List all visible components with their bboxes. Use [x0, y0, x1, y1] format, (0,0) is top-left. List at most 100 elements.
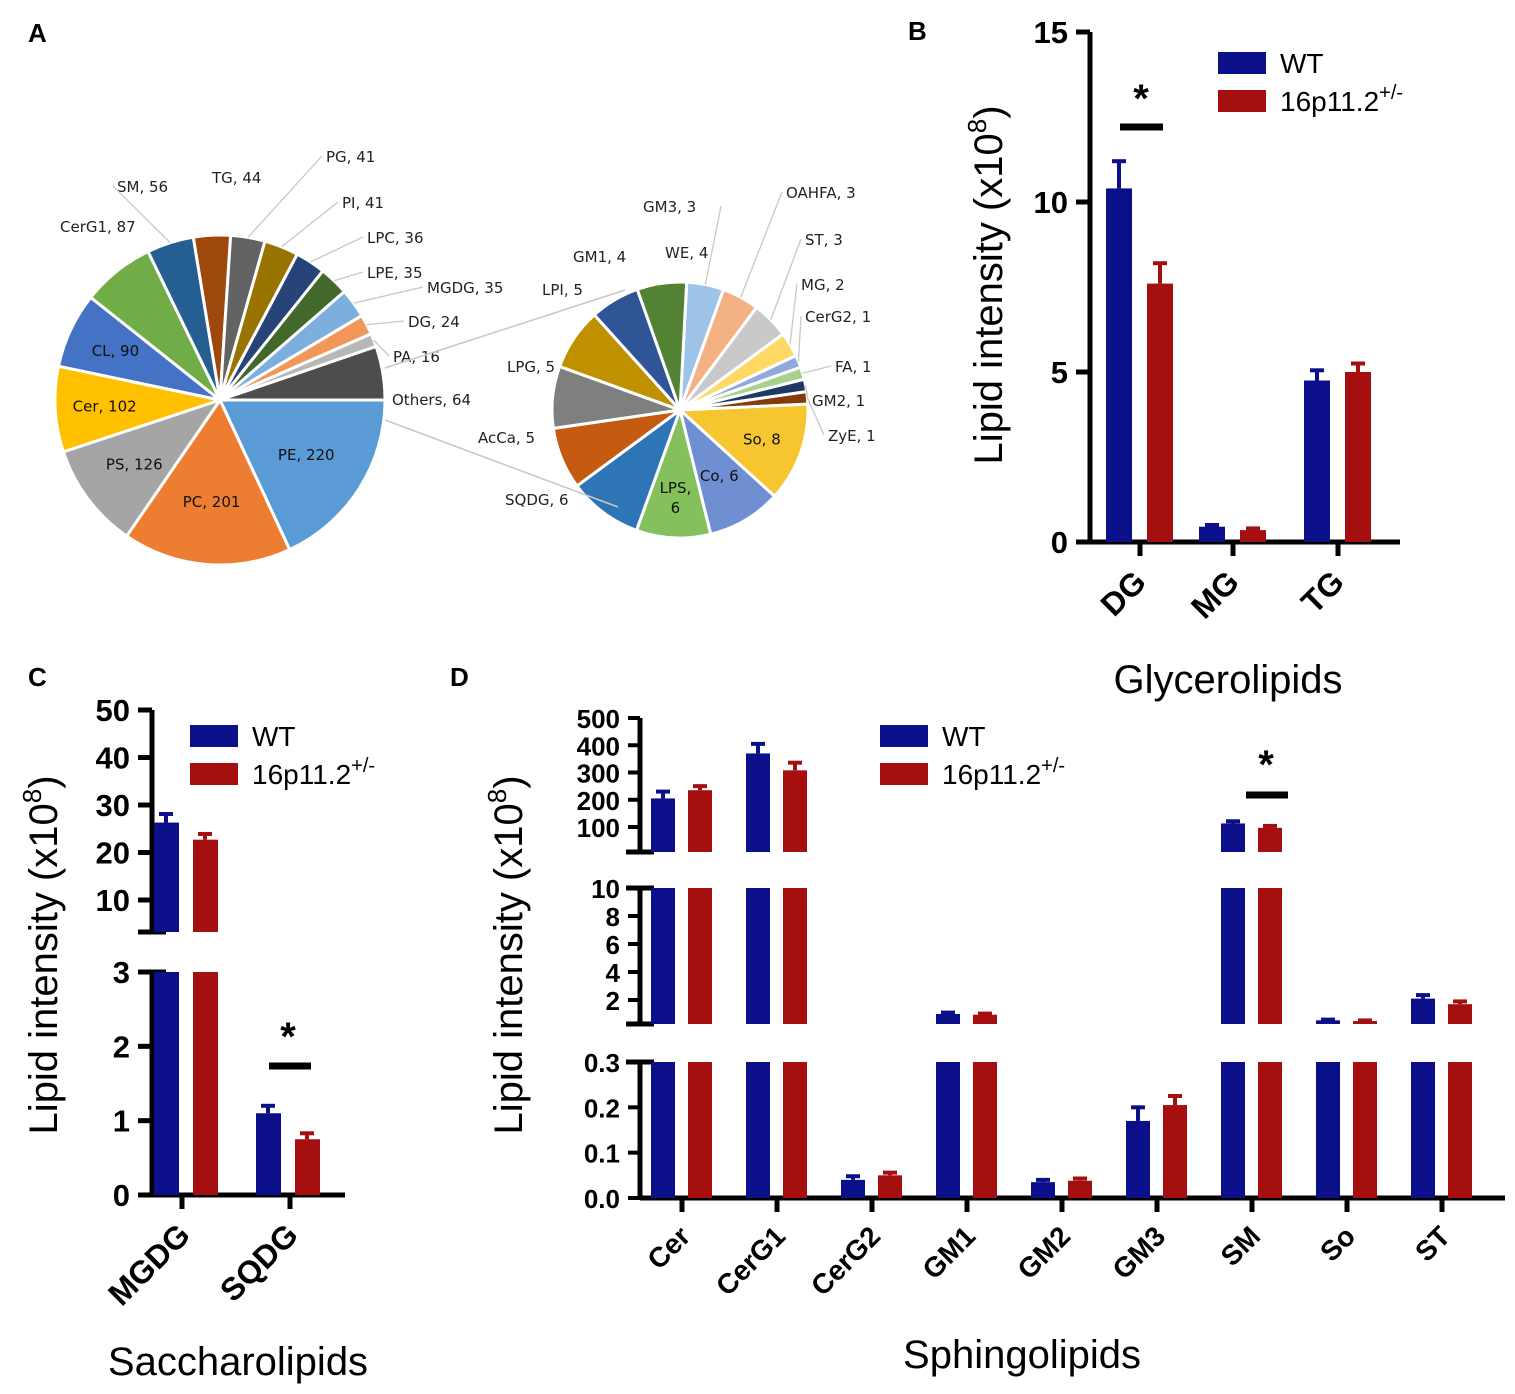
x-tick-label-tg: TG: [1294, 563, 1351, 620]
y-tick-label-upper: 40: [96, 741, 130, 776]
bar-wt-gm2: [1031, 1182, 1055, 1198]
y-tick-label: 10: [1034, 185, 1068, 220]
bar-wt-cer-mid: [651, 888, 675, 1024]
pie-label-so: So, 8: [743, 431, 781, 449]
y-tick-label-lower: 1: [113, 1104, 130, 1139]
bar-16p11-cerg1-mid: [783, 888, 807, 1024]
y-tick-label-lower: 3: [113, 955, 130, 990]
pie-leader-cerg2: [797, 315, 802, 362]
pie-leader-pa: [373, 339, 390, 357]
bar-wt-st-low: [1411, 1062, 1435, 1198]
bar-wt-dg: [1106, 188, 1132, 542]
y-axis-title: Lipid intensity (x108): [482, 775, 531, 1134]
pie-label-we: WE, 4: [665, 244, 708, 262]
pie-leader-oahfa: [740, 191, 783, 298]
pie-connector-top: [384, 289, 626, 369]
legend-superscript: +/-: [1379, 82, 1403, 104]
legend-swatch-wt: [1218, 52, 1266, 74]
bar-16p11-cerg1-top: [783, 770, 807, 852]
y-tick-label-low: 0.2: [584, 1093, 620, 1123]
pie-leader-mgdg: [353, 286, 424, 304]
legend-swatch-16p11: [190, 763, 238, 785]
bar-16p11-sm-low: [1258, 1062, 1282, 1198]
bar-16p11-cer-low: [688, 1062, 712, 1198]
pie-leader-pi: [281, 201, 339, 248]
y-tick-label-top: 300: [577, 759, 620, 789]
x-tick-label-sm: SM: [1215, 1220, 1267, 1272]
pie-leader-fa: [802, 365, 832, 374]
y-tick-label-mid: 4: [606, 958, 621, 988]
legend-swatch-wt: [190, 725, 238, 747]
pie-slice-ps: [61, 397, 224, 539]
bar-16p11-gm3: [1163, 1105, 1187, 1198]
pie-leader-pg: [247, 155, 323, 238]
legend-label-16p11: 16p11.2+/-: [942, 755, 1065, 790]
x-tick-label-gm1: GM1: [916, 1220, 981, 1285]
pie-label-gm2: GM2, 1: [812, 392, 865, 410]
panel-a-letter: A: [28, 18, 47, 48]
pie-label-cerg1: CerG1, 87: [60, 218, 136, 236]
y-tick-label-mid: 6: [606, 930, 620, 960]
legend-superscript: +/-: [351, 755, 375, 777]
legend-label-wt: WT: [252, 721, 296, 752]
bar-16p11-cer-mid: [688, 888, 712, 1024]
y-axis-close-paren: ): [487, 775, 531, 788]
y-tick-label-lower: 0: [113, 1178, 130, 1213]
bar-wt-cerg1-mid: [746, 888, 770, 1024]
bar-wt-mg: [1199, 526, 1225, 542]
legend-label-wt: WT: [1280, 48, 1324, 79]
bar-16p11-mgdg-upper: [193, 839, 218, 932]
x-tick-label-gm2: GM2: [1011, 1220, 1076, 1285]
y-tick-label-mid: 8: [606, 902, 620, 932]
panel-c-letter: C: [28, 662, 47, 692]
pie-label-gm1: GM1, 4: [573, 248, 626, 266]
bar-16p11-cerg2: [878, 1175, 902, 1198]
x-tick-label-mgdg: MGDG: [101, 1216, 197, 1312]
legend-label-16p11: 16p11.2+/-: [1280, 82, 1403, 117]
legend-swatch-16p11: [880, 763, 928, 785]
pie-label-sm: SM, 56: [117, 178, 168, 196]
pie-label-sqdg: SQDG, 6: [505, 491, 569, 509]
bar-wt-mgdg-upper: [154, 822, 179, 932]
pie-slice-others: [219, 344, 387, 402]
bar-16p11-gm1-mid: [973, 1014, 997, 1024]
pie-label-cl: CL, 90: [92, 342, 139, 360]
pie-label-lps-name: LPS,: [660, 479, 692, 497]
x-axis-title: Sphingolipids: [903, 1333, 1141, 1377]
bar-16p11-cer-top: [688, 790, 712, 852]
y-tick-label: 15: [1034, 15, 1068, 50]
y-tick-label-top: 400: [577, 731, 620, 761]
pie-slice-pc: [124, 396, 292, 567]
bar-16p11-cerg1-low: [783, 1062, 807, 1198]
bar-wt-gm1-mid: [936, 1014, 960, 1024]
y-axis-title: Lipid intensity (x108): [962, 105, 1011, 464]
legend-swatch-wt: [880, 725, 928, 747]
y-tick-label-upper: 30: [96, 788, 130, 823]
pie-slice-so: [676, 402, 810, 499]
main-pie-chart: [53, 233, 387, 567]
significance-star-sqdg: *: [280, 1015, 296, 1059]
bar-wt-sqdg: [256, 1113, 281, 1195]
y-tick-label-low: 0.0: [584, 1184, 620, 1214]
x-tick-label-cerg2: CerG2: [805, 1220, 886, 1301]
bar-16p11-dg: [1147, 283, 1173, 542]
bar-wt-sm-top: [1221, 823, 1245, 852]
bar-16p11-mgdg-lower: [193, 972, 218, 1195]
pie-label-pc: PC, 201: [183, 493, 241, 511]
x-axis-title: Saccharolipids: [108, 1340, 368, 1384]
pie-leader-zye: [806, 397, 825, 436]
bar-wt-sm-low: [1221, 1062, 1245, 1198]
pie-label-cerg2: CerG2, 1: [805, 308, 871, 326]
pie-connector-bottom: [384, 419, 619, 508]
pie-label-others: Others, 64: [392, 391, 471, 409]
pie-slice-we: [635, 280, 689, 411]
y-tick-label-low: 0.3: [584, 1048, 620, 1078]
pie-label-co: Co, 6: [700, 467, 739, 485]
y-axis-exponent: 8: [482, 789, 512, 803]
x-tick-label-dg: DG: [1094, 563, 1153, 622]
pie-label-st: ST, 3: [805, 231, 843, 249]
x-tick-label-sqdg: SQDG: [213, 1216, 305, 1308]
legend-label-16p11: 16p11.2+/-: [252, 755, 375, 790]
